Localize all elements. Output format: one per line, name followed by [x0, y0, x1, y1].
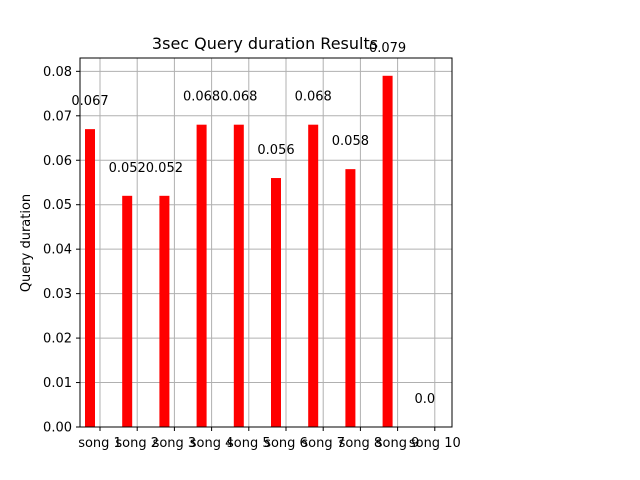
y-tick-label: 0.02	[43, 332, 72, 347]
bar	[233, 124, 244, 428]
grid-layer	[80, 58, 452, 428]
y-tick-label: 0.05	[43, 198, 72, 213]
bar-value-label: 0.056	[257, 143, 294, 158]
x-tick-label: song 8	[339, 436, 383, 451]
bar	[122, 195, 133, 427]
y-tick-label: 0.06	[43, 154, 72, 169]
bar-value-label: 0.052	[146, 161, 183, 176]
plot-frame	[79, 57, 453, 428]
x-tick-label: song 6	[264, 436, 308, 451]
bar	[345, 169, 356, 427]
y-tick-label: 0.01	[43, 376, 72, 391]
bar	[271, 178, 281, 427]
bar	[85, 129, 95, 428]
bars-layer	[85, 75, 393, 428]
x-tick-label: song 2	[115, 436, 159, 451]
y-tick-label: 0.00	[43, 421, 72, 436]
x-tick-label: song 9	[376, 436, 420, 451]
bar	[159, 195, 170, 427]
axes-layer	[76, 57, 453, 431]
labels-layer: 0.00 0.01 0.02 0.03 0.04 0.05 0.06 0.07 0.08 song…	[43, 41, 461, 451]
bar-value-label: 0.068	[220, 90, 257, 105]
y-tick-label: 0.04	[43, 243, 72, 258]
bar-value-label: 0.068	[295, 90, 332, 105]
chart-title: 3sec Query duration Results	[152, 34, 378, 53]
bar-value-label: 0.058	[332, 134, 369, 149]
bar-value-label: 0.067	[71, 94, 108, 109]
bar	[382, 75, 393, 427]
bar-value-label: 0.079	[369, 41, 406, 56]
x-tick-label: song 1	[78, 436, 122, 451]
x-tick-label: song 3	[153, 436, 197, 451]
bar-value-label: 0.052	[109, 161, 146, 176]
bar	[196, 124, 207, 428]
x-tick-label: song 5	[227, 436, 271, 451]
bar-value-label: 0.068	[183, 90, 220, 105]
y-tick-label: 0.07	[43, 109, 72, 124]
bar-value-label: 0.0	[414, 392, 435, 407]
x-tick-label: song 4	[190, 436, 234, 451]
y-axis-label: Query duration	[19, 194, 34, 292]
y-tick-label: 0.08	[43, 65, 72, 80]
bar	[308, 124, 319, 428]
x-tick-label: song 10	[409, 436, 461, 451]
x-tick-label: song 7	[301, 436, 345, 451]
y-tick-label: 0.03	[43, 287, 72, 302]
